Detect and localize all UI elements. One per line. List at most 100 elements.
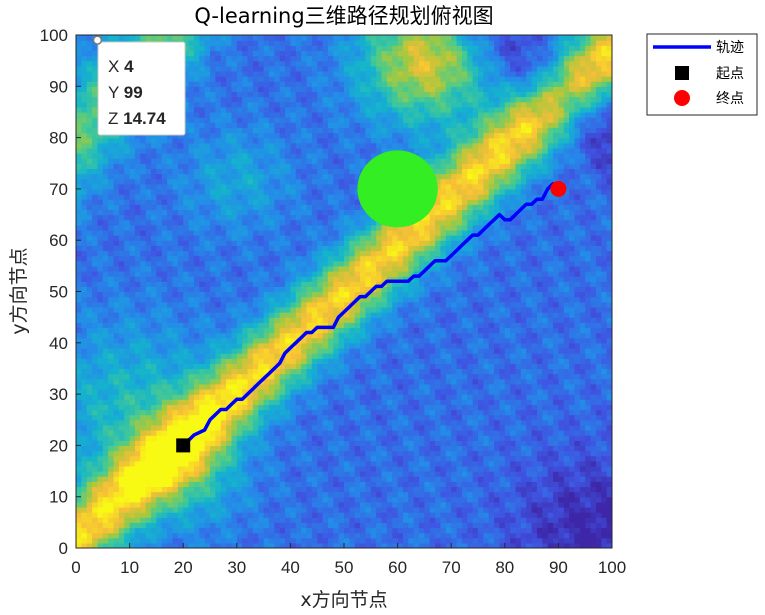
heatmap-cell (220, 419, 227, 426)
heatmap-cell (429, 347, 436, 354)
heatmap-cell (252, 368, 259, 375)
heatmap-cell (526, 399, 533, 405)
heatmap-cell (451, 312, 458, 318)
heatmap-cell (590, 419, 597, 426)
heatmap-cell (161, 404, 168, 411)
heatmap-cell (344, 481, 350, 488)
heatmap-cell (274, 312, 281, 318)
heatmap-cell (344, 424, 350, 431)
heatmap-cell (140, 471, 147, 477)
heatmap-cell (488, 491, 495, 498)
heatmap-cell (322, 296, 329, 303)
heatmap-cell (488, 424, 495, 431)
heatmap-cell (370, 460, 377, 467)
heatmap-cell (333, 409, 340, 416)
heatmap-cell (338, 414, 345, 421)
heatmap-cell (317, 399, 324, 405)
heatmap-cell (504, 327, 511, 334)
heatmap-cell (402, 322, 409, 329)
heatmap-cell (547, 527, 554, 534)
heatmap-cell (199, 496, 206, 503)
heatmap-cell (134, 347, 141, 354)
heatmap-cell (574, 378, 581, 385)
heatmap-cell (167, 424, 174, 431)
heatmap-cell (252, 327, 259, 334)
heatmap-cell (569, 450, 576, 457)
heatmap-cell (86, 296, 93, 303)
heatmap-cell (183, 291, 190, 298)
heatmap-cell (188, 347, 195, 354)
heatmap-cell (419, 445, 425, 452)
heatmap-cell (301, 517, 308, 523)
heatmap-cell (558, 373, 565, 380)
heatmap-cell (81, 419, 88, 426)
heatmap-cell (574, 358, 581, 364)
heatmap-cell (392, 388, 399, 395)
heatmap-cell (252, 301, 259, 308)
heatmap-cell (424, 424, 431, 431)
heatmap-cell (274, 419, 281, 426)
heatmap-cell (542, 373, 549, 380)
heatmap-cell (145, 342, 152, 349)
heatmap-cell (563, 476, 570, 482)
heatmap-cell (413, 383, 420, 390)
heatmap-cell (145, 532, 152, 539)
heatmap-cell (381, 358, 388, 364)
heatmap-cell (193, 322, 200, 329)
heatmap-cell (231, 291, 238, 298)
heatmap-cell (301, 394, 308, 400)
heatmap-cell (97, 450, 104, 457)
heatmap-cell (151, 424, 157, 431)
heatmap-cell (247, 481, 254, 488)
heatmap-cell (81, 394, 88, 400)
heatmap-cell (451, 486, 458, 493)
heatmap-cell (215, 378, 222, 385)
heatmap-cell (172, 332, 179, 339)
heatmap-cell (145, 399, 152, 405)
heatmap-cell (231, 512, 238, 518)
heatmap-cell (494, 358, 501, 364)
heatmap-cell (408, 512, 415, 518)
heatmap-cell (338, 291, 345, 298)
heatmap-cell (558, 486, 565, 493)
heatmap-cell (134, 455, 141, 462)
heatmap-cell (188, 465, 195, 472)
heatmap-cell (354, 317, 361, 323)
heatmap-cell (134, 465, 141, 472)
heatmap-cell (392, 455, 399, 462)
heatmap-cell (167, 301, 174, 308)
heatmap-cell (467, 501, 474, 508)
heatmap-cell (354, 512, 361, 518)
heatmap-cell (354, 347, 361, 354)
heatmap-cell (510, 460, 517, 467)
heatmap-cell (76, 450, 82, 457)
heatmap-cell (193, 306, 200, 313)
heatmap-cell (124, 322, 131, 329)
heatmap-cell (408, 491, 415, 498)
heatmap-cell (108, 542, 115, 548)
heatmap-cell (558, 358, 565, 364)
heatmap-cell (354, 388, 361, 395)
heatmap-cell (397, 430, 404, 436)
heatmap-cell (333, 327, 340, 334)
heatmap-cell (252, 527, 259, 534)
heatmap-cell (322, 537, 329, 544)
heatmap-cell (247, 322, 254, 329)
heatmap-cell (327, 522, 334, 529)
heatmap-cell (333, 460, 340, 467)
heatmap-cell (606, 399, 612, 405)
heatmap-cell (242, 527, 249, 534)
heatmap-cell (167, 306, 174, 313)
heatmap-cell (579, 337, 586, 344)
heatmap-cell (585, 542, 592, 548)
heatmap-cell (242, 445, 249, 452)
heatmap-cell (177, 291, 184, 298)
heatmap-cell (515, 347, 522, 354)
heatmap-cell (472, 537, 479, 544)
heatmap-cell (215, 363, 222, 370)
heatmap-cell (81, 368, 88, 375)
heatmap-cell (322, 358, 329, 364)
heatmap-cell (510, 312, 517, 318)
plot-area[interactable] (75, 34, 613, 549)
